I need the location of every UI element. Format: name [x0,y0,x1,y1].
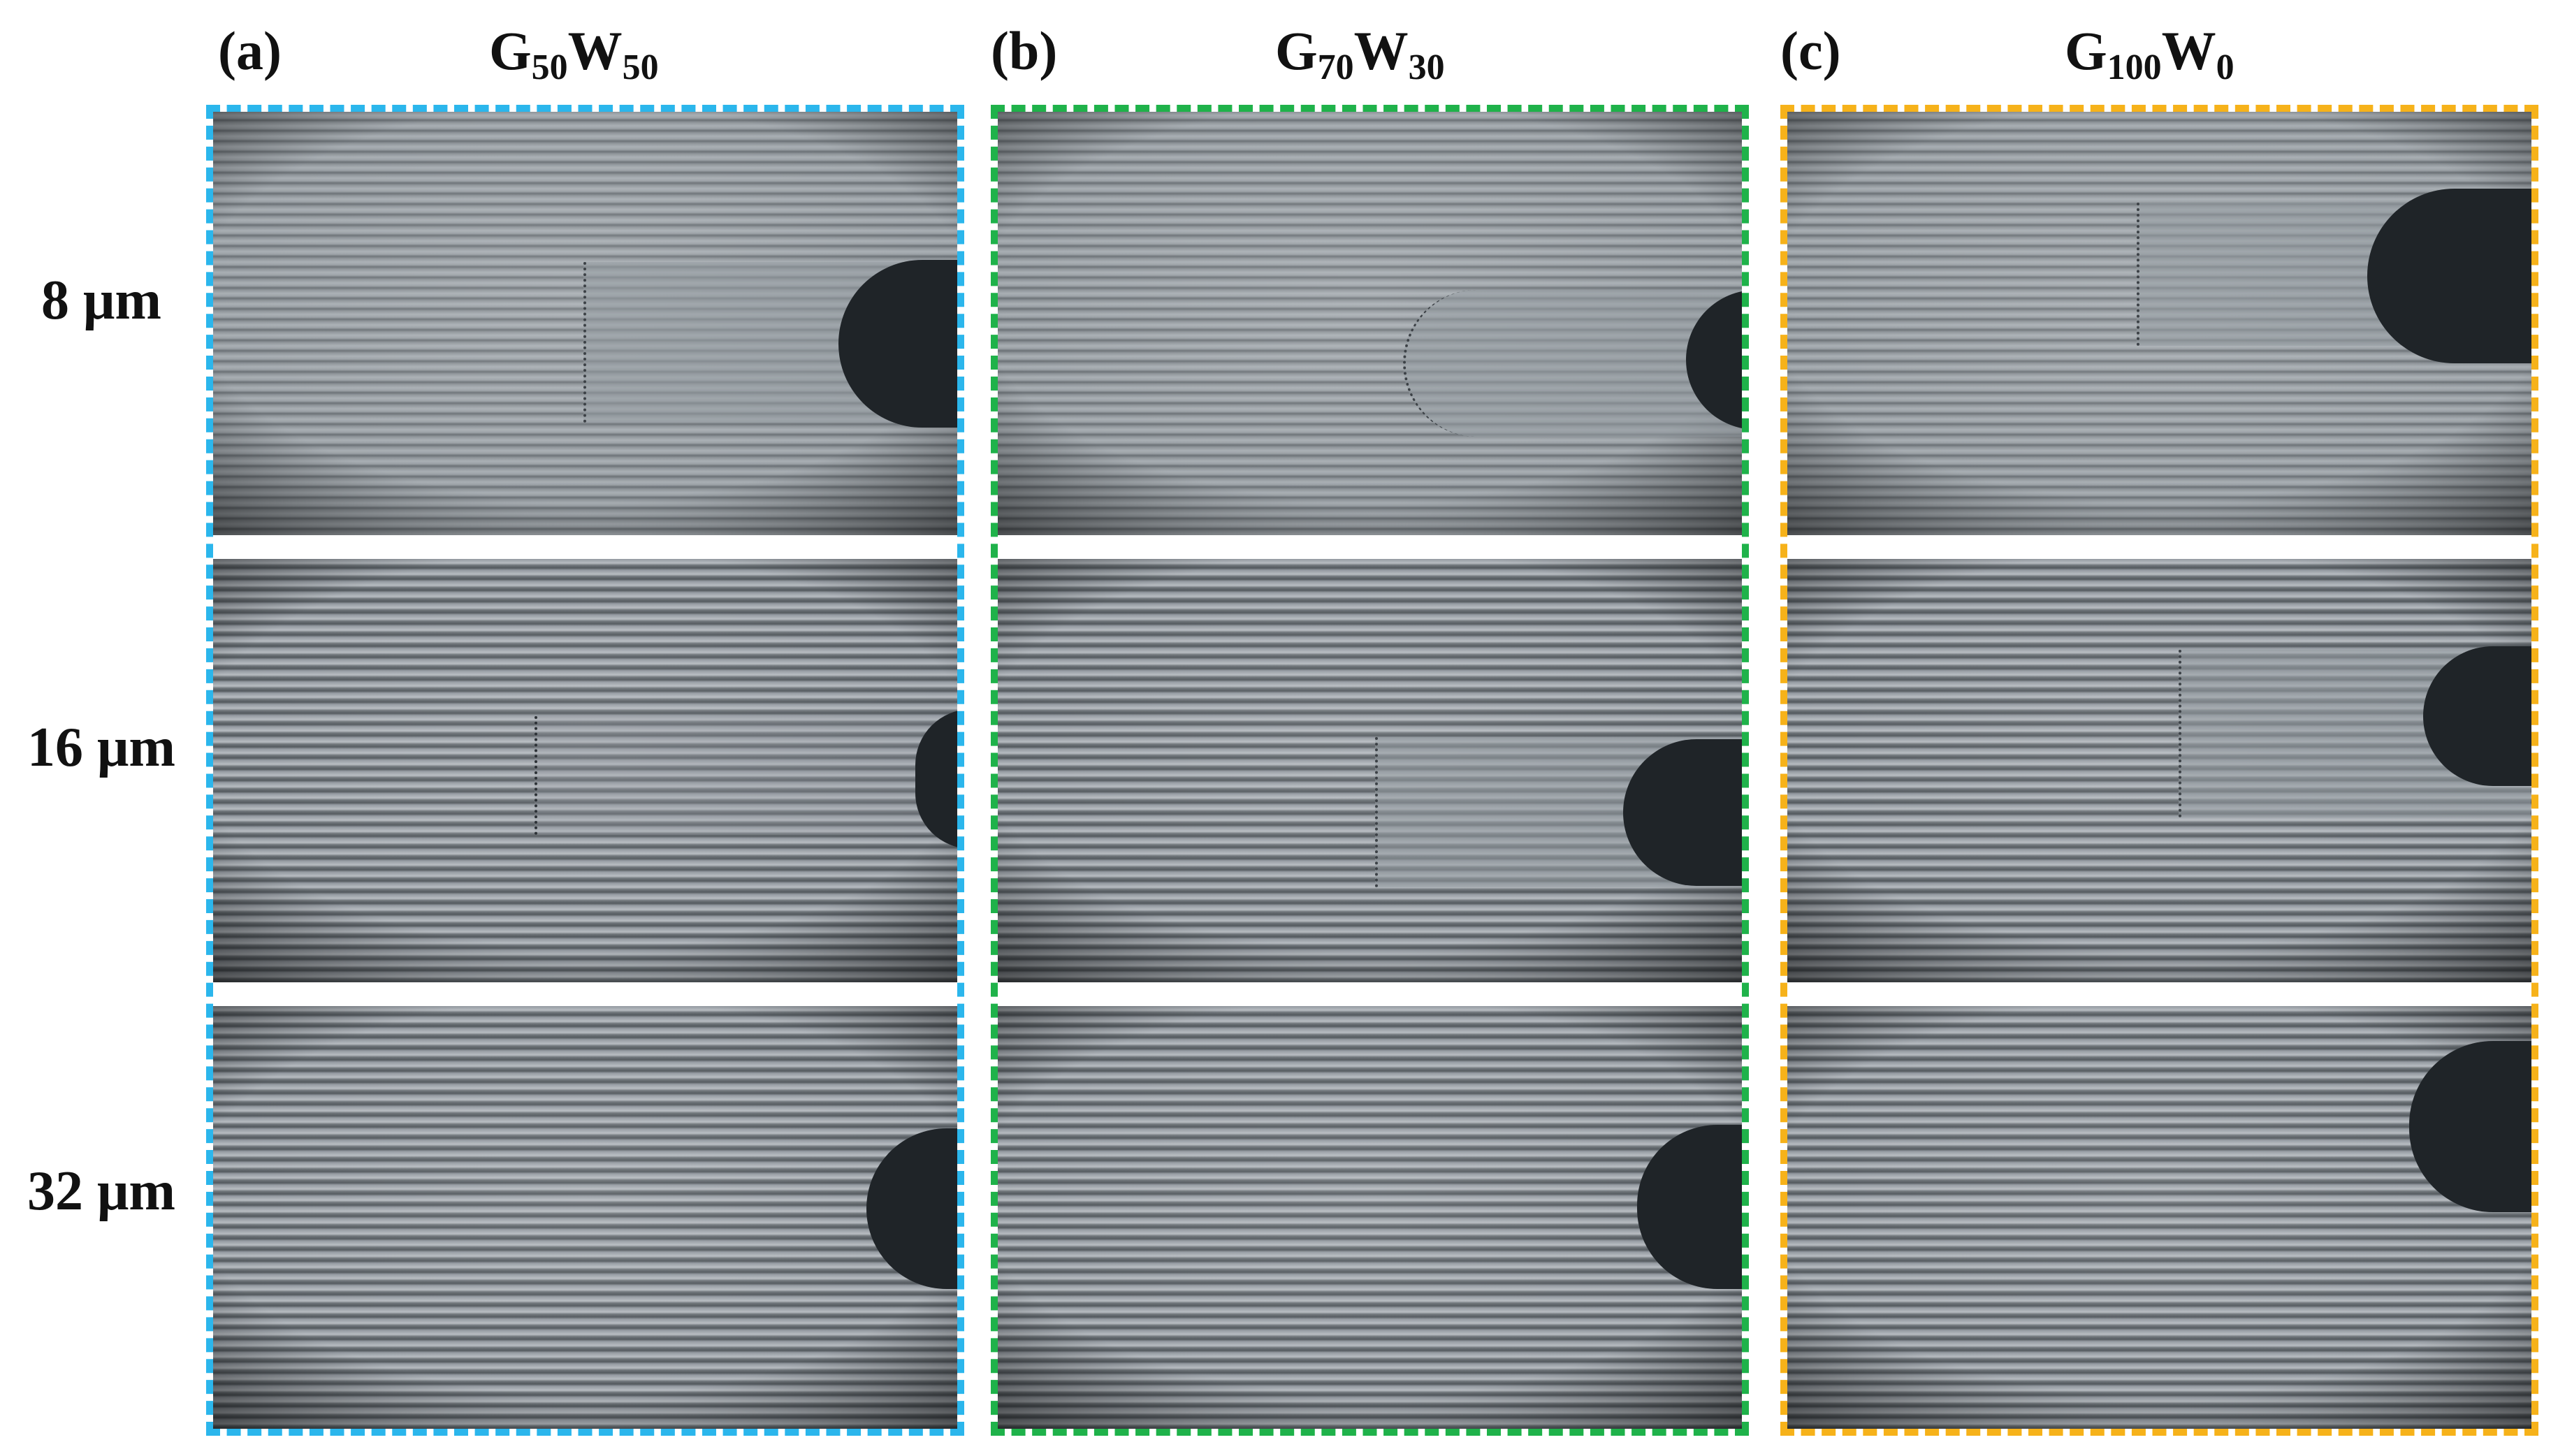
image-c-16um [1787,559,2531,982]
column-title-a: G50W50 [489,20,659,87]
panel-label-b: (b) [991,20,1058,81]
image-c-8um [1787,112,2531,535]
column-title-c: G100W0 [2065,20,2234,87]
row-label-8um: 8 μm [41,270,161,331]
column-b-frame [991,105,1749,1436]
image-a-32um [213,1006,957,1429]
row-label-32um: 32 μm [27,1160,175,1222]
panel-label-a: (a) [218,20,282,81]
column-a-frame [206,105,964,1436]
image-a-8um [213,112,957,535]
panel-label-c: (c) [1780,20,1841,81]
image-b-8um [998,112,1742,535]
column-title-b: G70W30 [1275,20,1445,87]
column-c-frame [1780,105,2538,1436]
image-b-16um [998,559,1742,982]
row-label-16um: 16 μm [27,717,175,778]
image-b-32um [998,1006,1742,1429]
image-c-32um [1787,1006,2531,1429]
image-a-16um [213,559,957,982]
